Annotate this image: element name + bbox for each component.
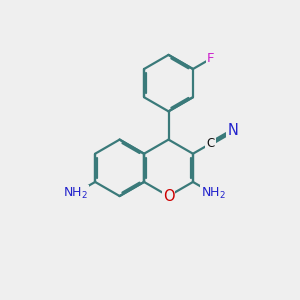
Text: F: F xyxy=(207,52,214,65)
Text: C: C xyxy=(206,137,215,150)
Text: NH$_2$: NH$_2$ xyxy=(63,186,88,201)
Text: N: N xyxy=(227,123,238,138)
Text: NH$_2$: NH$_2$ xyxy=(200,186,226,201)
Text: O: O xyxy=(163,189,174,204)
